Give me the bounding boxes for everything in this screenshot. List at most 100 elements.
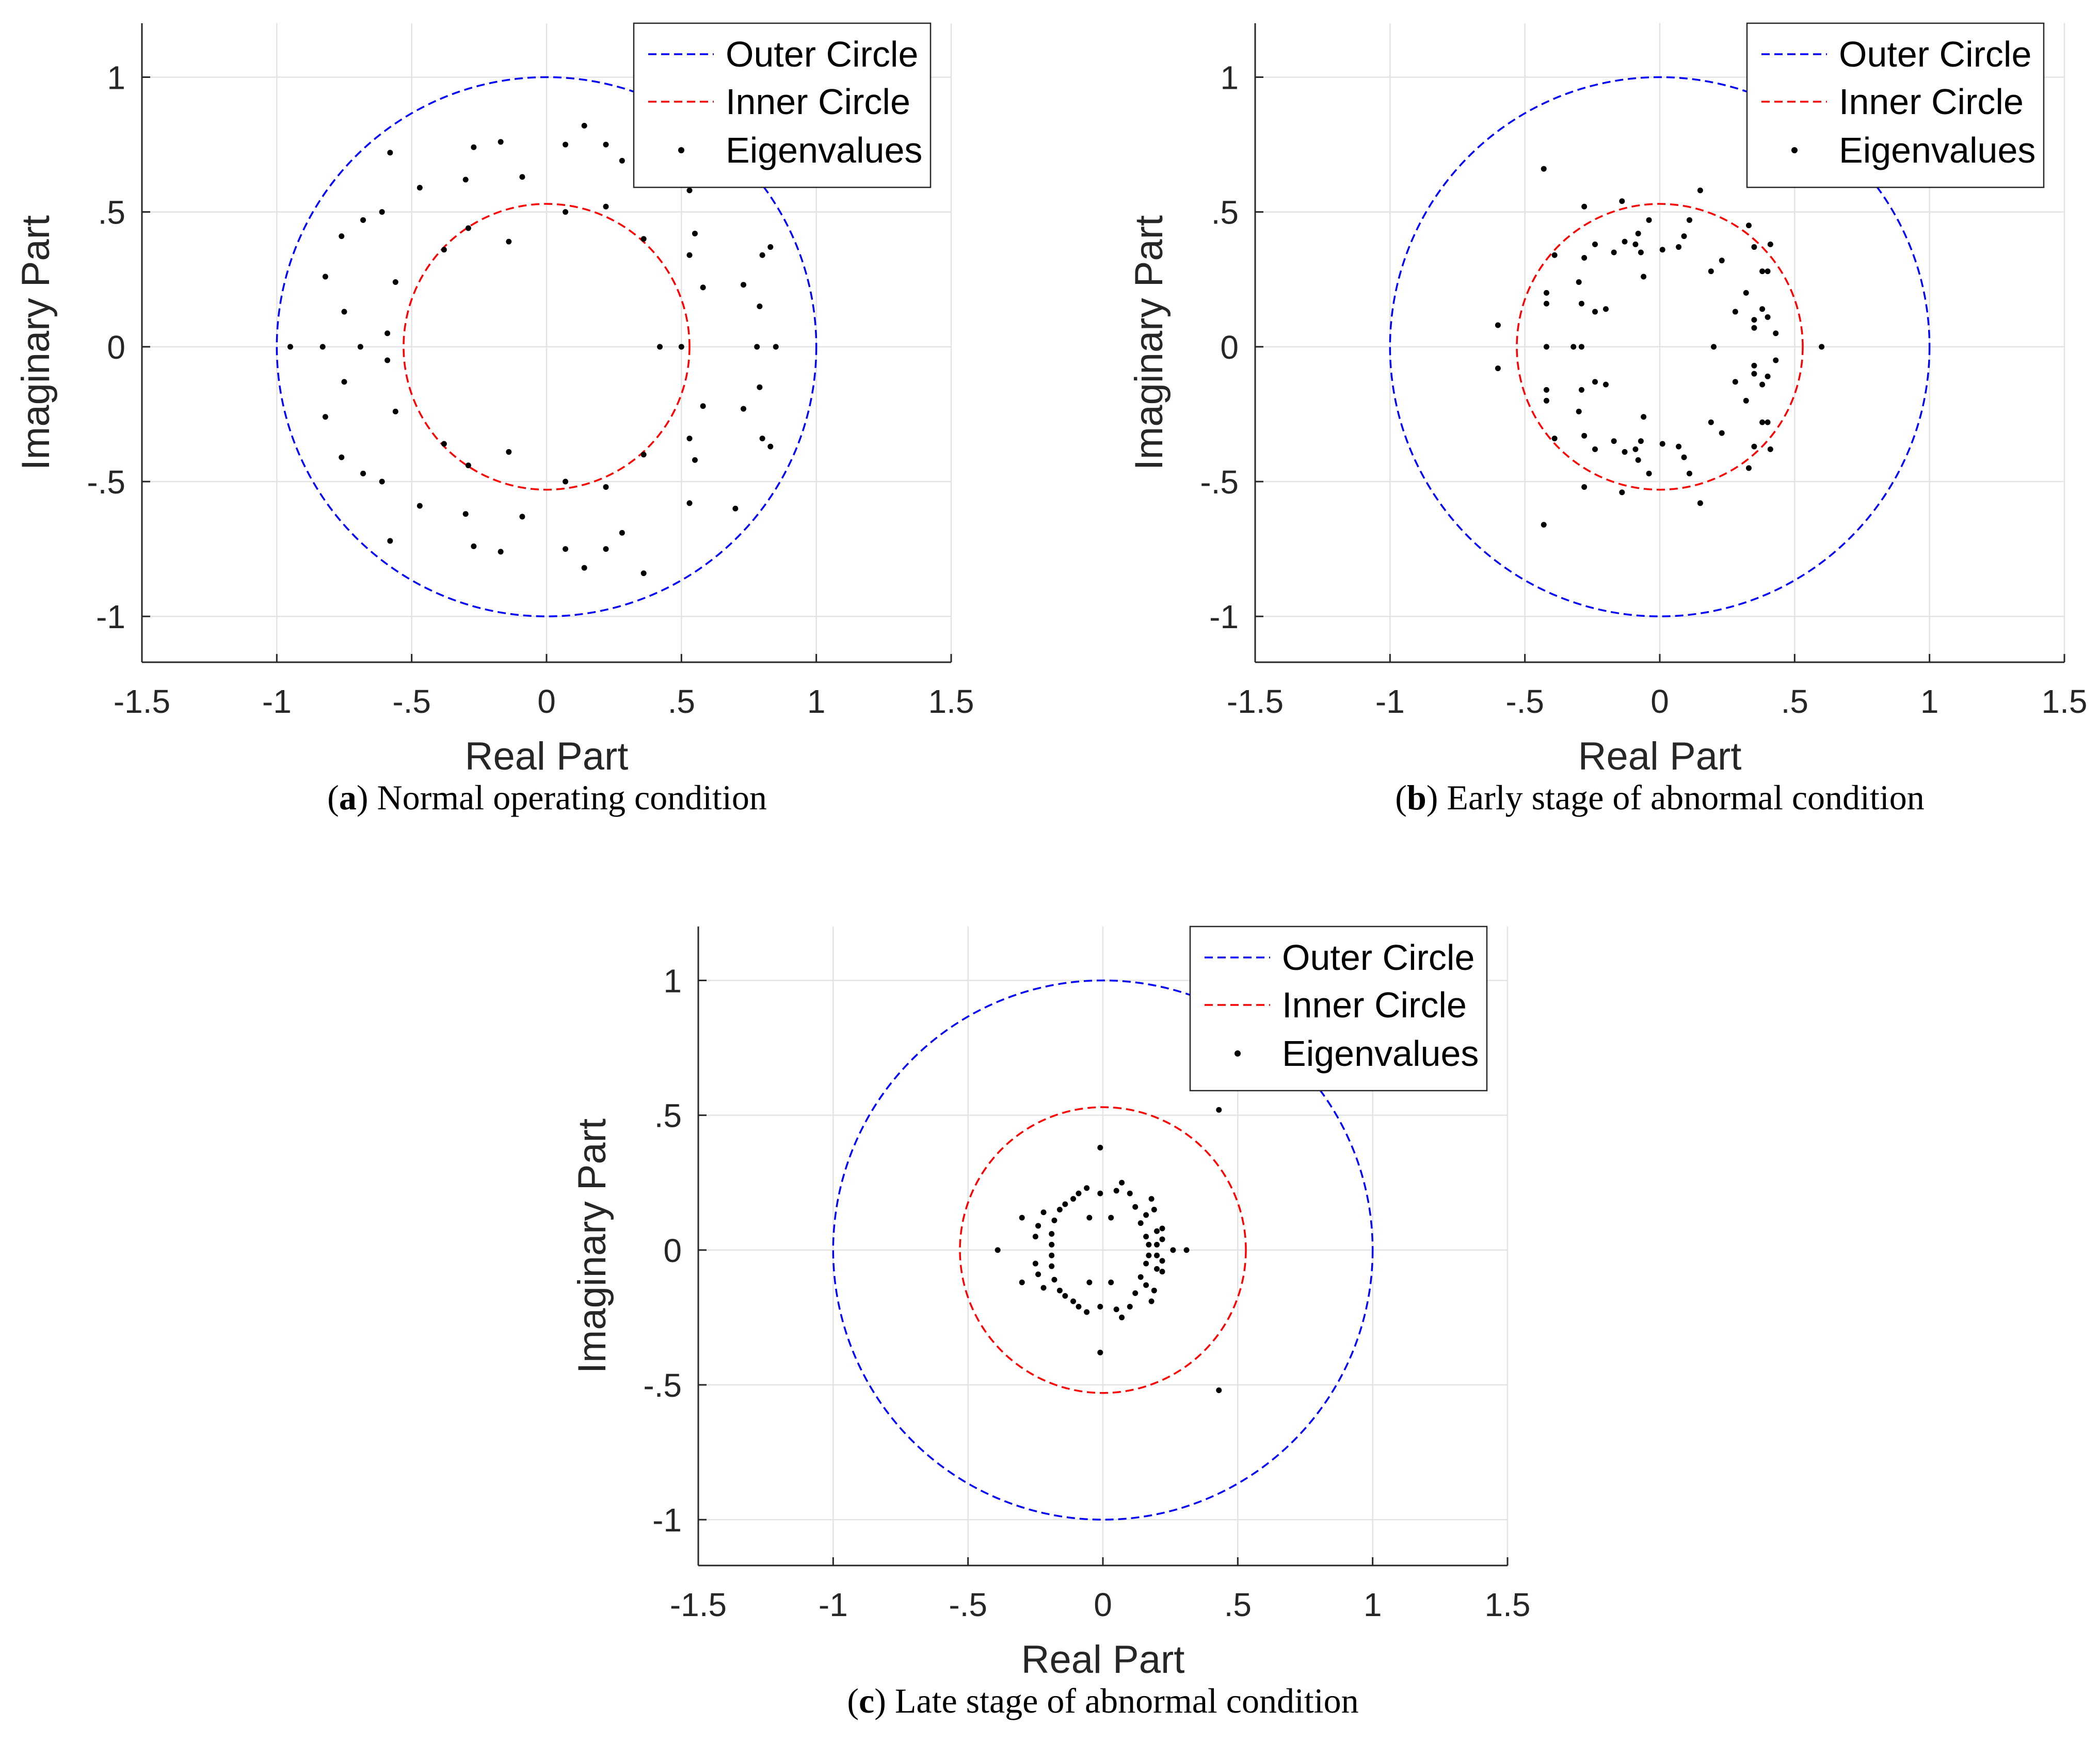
y-tick-label: -.5	[1200, 464, 1239, 501]
eigenvalue-point	[1032, 1234, 1038, 1240]
legend-label: Outer Circle	[1839, 34, 2031, 74]
eigenvalue-point	[1551, 252, 1558, 258]
eigenvalue-point	[1719, 258, 1725, 264]
y-tick-label: .5	[1211, 194, 1239, 231]
legend: Outer Circle Inner Circle Eigenvalues	[633, 22, 932, 188]
caption-close-paren: )	[874, 1681, 895, 1720]
eigenvalue-point	[1541, 166, 1547, 172]
legend: Outer Circle Inner Circle Eigenvalues	[1189, 925, 1488, 1092]
eigenvalue-point	[357, 344, 363, 350]
eigenvalue-point	[1035, 1223, 1041, 1229]
eigenvalue-point	[1576, 279, 1582, 285]
eigenvalue-point	[1646, 217, 1652, 223]
eigenvalue-point	[692, 457, 698, 463]
eigenvalue-point	[1751, 317, 1757, 323]
legend-label: Eigenvalues	[726, 130, 922, 170]
x-tick-label: -.5	[392, 683, 431, 720]
eigenvalue-point	[1743, 290, 1749, 296]
eigenvalue-point	[1076, 1304, 1082, 1310]
caption-open-paren: (	[327, 778, 339, 817]
eigenvalue-point	[1581, 203, 1588, 210]
eigenvalue-point	[1638, 438, 1644, 444]
eigenvalue-point	[1119, 1179, 1125, 1186]
x-tick-label: -1	[262, 683, 292, 720]
eigenvalue-point	[1592, 446, 1598, 452]
subfigure-caption: (c) Late stage of abnormal condition	[847, 1681, 1358, 1720]
eigenvalue-point	[1143, 1212, 1149, 1218]
caption-close-paren: )	[357, 778, 377, 817]
y-tick-label: -.5	[87, 464, 125, 501]
eigenvalue-point	[416, 185, 423, 191]
eigenvalue-point	[1132, 1204, 1139, 1210]
eigenvalue-point	[640, 570, 647, 577]
eigenvalue-point	[1108, 1215, 1114, 1221]
eigenvalue-point	[1070, 1196, 1077, 1202]
legend-label: Inner Circle	[1282, 985, 1467, 1025]
eigenvalue-point	[767, 244, 774, 250]
eigenvalue-point	[1732, 309, 1738, 315]
eigenvalue-point	[1697, 187, 1703, 194]
eigenvalue-point	[1049, 1263, 1055, 1269]
eigenvalue-point	[686, 435, 693, 441]
eigenvalue-point	[686, 187, 693, 194]
eigenvalue-point	[1765, 268, 1771, 275]
eigenvalue-point	[471, 543, 477, 549]
eigenvalue-point	[441, 247, 447, 253]
legend-label: Eigenvalues	[1282, 1033, 1479, 1074]
eigenvalue-point	[1751, 325, 1757, 331]
caption-close-paren: )	[1426, 778, 1447, 817]
eigenvalue-point	[581, 565, 587, 571]
eigenvalue-point	[1040, 1209, 1047, 1216]
eigenvalue-point	[1592, 309, 1598, 315]
eigenvalue-point	[1216, 1387, 1222, 1393]
eigenvalue-point	[1711, 344, 1717, 350]
eigenvalue-point	[741, 406, 747, 412]
eigenvalue-point	[603, 203, 609, 210]
eigenvalue-point	[1146, 1252, 1152, 1258]
x-tick-label: 1.5	[928, 683, 974, 720]
eigenvalue-point	[1543, 387, 1549, 393]
chart-panel-c: -1.5 -1 -.5 0 .5 1 1.5 -1 -.5 0 .5 1 Real Part Imagin…	[570, 925, 1531, 1720]
eigenvalue-point	[1032, 1260, 1038, 1267]
eigenvalue-point	[506, 238, 512, 245]
eigenvalue-point	[1767, 241, 1773, 247]
y-tick-label: .5	[98, 194, 125, 231]
eigenvalue-point	[1148, 1196, 1155, 1202]
eigenvalue-point	[563, 546, 569, 552]
eigenvalue-point	[1570, 344, 1577, 350]
eigenvalue-point	[1062, 1201, 1068, 1207]
eigenvalue-point	[686, 252, 693, 258]
eigenvalue-point	[1137, 1274, 1144, 1280]
outer-circle	[276, 76, 817, 617]
y-tick-label: -.5	[643, 1367, 682, 1404]
eigenvalue-point	[1745, 222, 1752, 229]
x-tick-label: 1	[1364, 1586, 1382, 1623]
caption-text: Late stage of abnormal condition	[895, 1681, 1359, 1720]
x-tick-label: 1.5	[1485, 1586, 1531, 1623]
legend-box	[633, 22, 932, 188]
inner-circle	[1516, 203, 1804, 491]
y-tick-label: 1	[107, 59, 125, 96]
eigenvalue-point	[387, 538, 393, 544]
eigenvalue-point	[619, 530, 625, 536]
eigenvalue-point	[757, 384, 763, 390]
x-tick-label: -1.5	[114, 683, 170, 720]
eigenvalue-point	[1019, 1215, 1025, 1221]
eigenvalue-point	[1154, 1241, 1160, 1248]
legend-eigenvalue-swatch	[678, 147, 684, 153]
eigenvalue-point	[1084, 1309, 1090, 1315]
eigenvalue-point	[392, 279, 398, 285]
eigenvalue-point	[322, 414, 328, 420]
eigenvalue-point	[1154, 1252, 1160, 1258]
eigenvalue-point	[1127, 1190, 1133, 1196]
eigenvalue-point	[1056, 1206, 1063, 1212]
eigenvalue-point	[1056, 1287, 1063, 1293]
eigenvalue-point	[1638, 249, 1644, 255]
eigenvalue-point	[1576, 408, 1582, 414]
eigenvalue-point	[1159, 1236, 1165, 1242]
eigenvalue-point	[1619, 198, 1625, 204]
eigenvalue-point	[1183, 1247, 1190, 1253]
eigenvalue-point	[1819, 344, 1825, 350]
caption-open-paren: (	[1395, 778, 1407, 817]
eigenvalue-point	[741, 282, 747, 288]
